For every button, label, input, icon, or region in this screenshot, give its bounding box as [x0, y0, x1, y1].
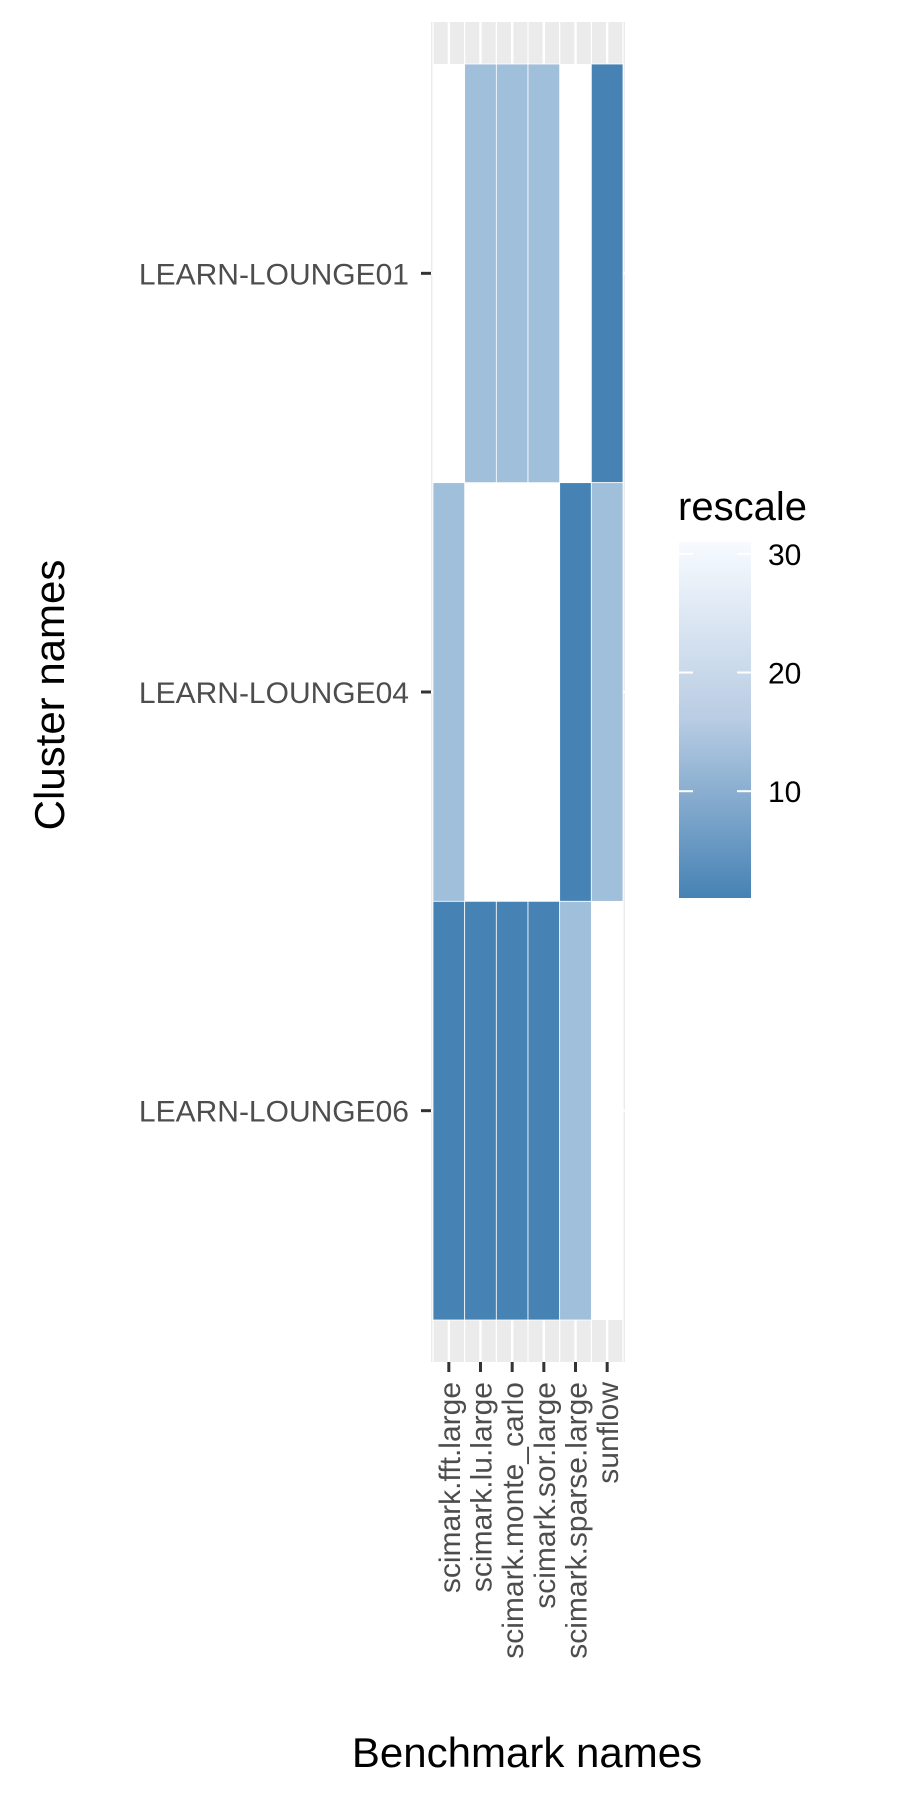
heatmap-cell	[527, 900, 561, 1321]
y-axis: LEARN-LOUNGE01 LEARN-LOUNGE04 LEARN-LOUNGE…	[139, 258, 431, 1129]
x-tick-label: scimark.lu.large	[466, 1382, 499, 1592]
heatmap-cell	[590, 482, 624, 902]
x-tick-label: scimark.sor.large	[529, 1382, 562, 1609]
heatmap-cell	[559, 482, 592, 902]
heatmap-cells	[432, 63, 624, 1321]
x-tick-label: scimark.monte_carlo	[497, 1382, 530, 1659]
y-axis-title: Cluster names	[26, 560, 73, 831]
heatmap-cell	[527, 63, 561, 484]
x-axis-title: Benchmark names	[352, 1729, 702, 1776]
heatmap-cell	[464, 900, 497, 1321]
legend: rescale 10 20 30	[678, 485, 807, 898]
x-tick-label: scimark.fft.large	[434, 1382, 467, 1593]
x-tick-label: sunflow	[592, 1382, 625, 1484]
heatmap-cell	[495, 900, 529, 1321]
heatmap-cell	[464, 63, 497, 484]
legend-title: rescale	[678, 485, 807, 529]
y-tick-label: LEARN-LOUNGE01	[139, 258, 409, 291]
heatmap-cell	[432, 482, 466, 902]
legend-ticks: 10 20 30	[679, 539, 801, 809]
x-axis: scimark.fft.largescimark.lu.largescimark…	[434, 1362, 625, 1659]
heatmap-cell	[495, 63, 529, 484]
legend-tick-label: 20	[768, 658, 801, 691]
heatmap-cell	[590, 63, 624, 484]
heatmap-cell	[432, 900, 466, 1321]
x-tick-label: scimark.sparse.large	[561, 1382, 594, 1659]
heatmap-cell	[559, 900, 592, 1321]
y-tick-label: LEARN-LOUNGE04	[139, 677, 409, 710]
y-tick-label: LEARN-LOUNGE06	[139, 1096, 409, 1129]
legend-colorbar	[679, 542, 751, 898]
legend-tick-label: 10	[768, 776, 801, 809]
legend-tick-label: 30	[768, 539, 801, 572]
